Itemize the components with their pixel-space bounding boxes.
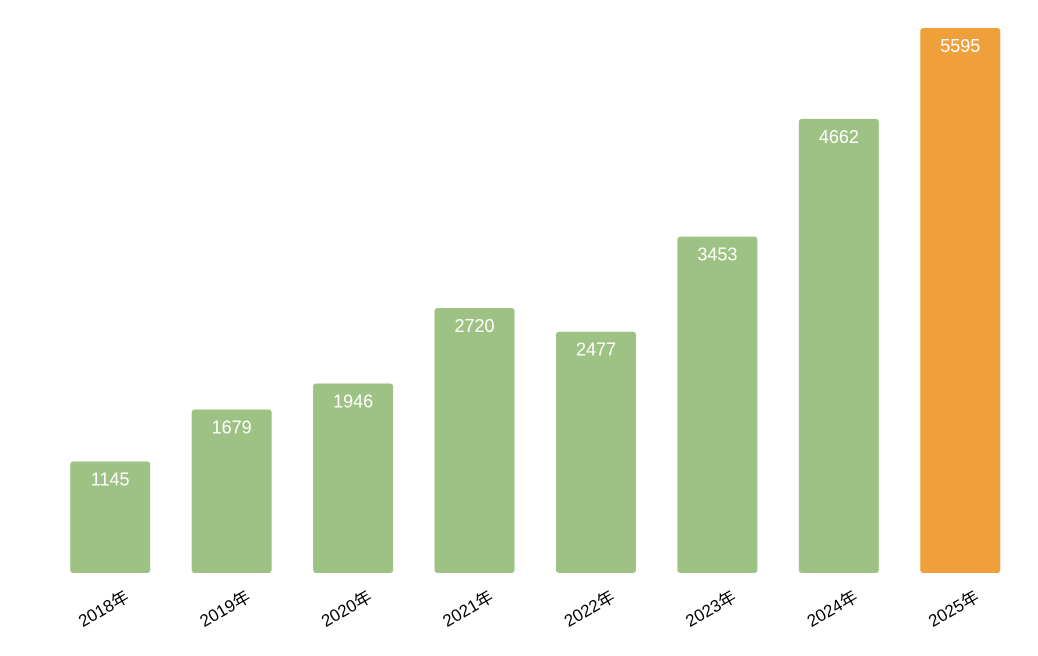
x-tick-label: 2022年 (561, 587, 618, 631)
bar (313, 383, 394, 573)
bar (555, 331, 636, 573)
bar (798, 118, 879, 574)
x-tick-label: 2020年 (318, 587, 375, 631)
value-label: 3453 (697, 245, 737, 265)
x-tick-label: 2021年 (440, 587, 497, 631)
value-label: 4662 (819, 127, 859, 147)
value-label: 5595 (940, 36, 980, 56)
bar (434, 308, 515, 573)
bar (920, 28, 1001, 573)
bar (70, 461, 151, 573)
bar (677, 236, 758, 573)
bar (191, 409, 272, 573)
x-tick-label: 2018年 (75, 587, 132, 631)
x-tick-label: 2023年 (682, 587, 739, 631)
x-tick-label: 2019年 (197, 587, 254, 631)
value-label: 1679 (212, 417, 252, 437)
x-tick-label: 2025年 (925, 587, 982, 631)
value-label: 2720 (455, 316, 495, 336)
x-tick-label: 2024年 (804, 587, 861, 631)
value-label: 1145 (91, 469, 130, 489)
value-label: 1946 (333, 391, 373, 411)
value-label: 2477 (576, 340, 616, 360)
